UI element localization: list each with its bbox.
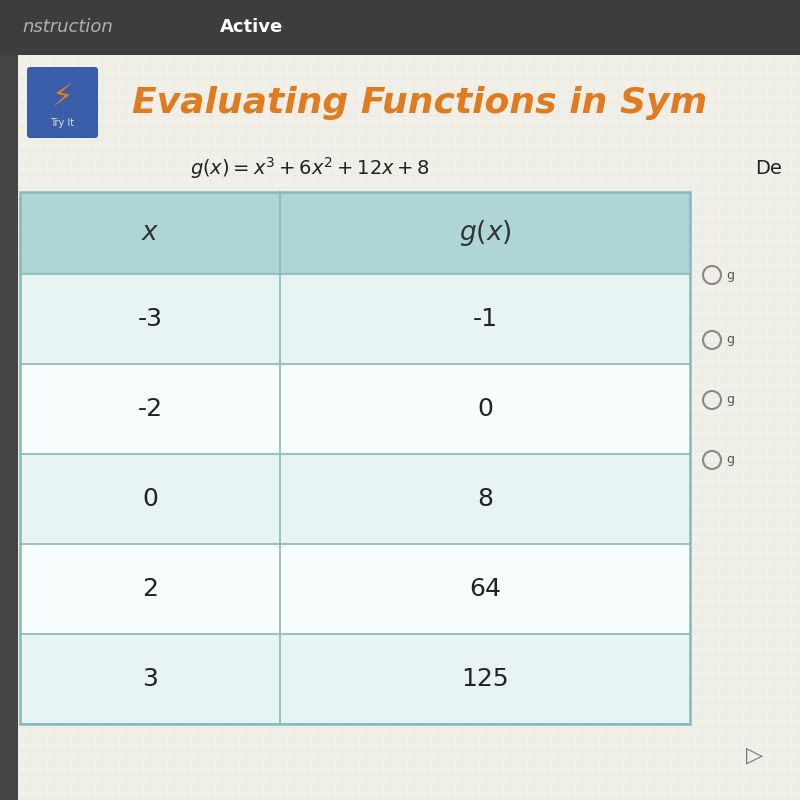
Text: Try It: Try It — [50, 118, 74, 128]
Text: g: g — [726, 334, 734, 346]
Text: 125: 125 — [461, 667, 509, 691]
Text: -3: -3 — [138, 307, 162, 331]
Bar — [20, 274, 690, 364]
Bar — [20, 364, 690, 454]
Bar — [20, 454, 690, 544]
Text: ▷: ▷ — [746, 745, 763, 765]
Text: $g(x) = x^3 + 6x^2 + 12x + 8$: $g(x) = x^3 + 6x^2 + 12x + 8$ — [190, 155, 430, 181]
Text: Evaluating Functions in Sym: Evaluating Functions in Sym — [133, 86, 707, 120]
Bar — [20, 634, 690, 724]
Text: Active: Active — [220, 18, 283, 37]
Text: nstruction: nstruction — [22, 18, 113, 37]
Bar — [0, 0, 18, 800]
Text: De: De — [755, 158, 782, 178]
Text: $\mathit{x}$: $\mathit{x}$ — [141, 220, 159, 246]
Text: 0: 0 — [477, 397, 493, 421]
Bar — [0, 0, 800, 55]
Text: 0: 0 — [142, 487, 158, 511]
Text: 64: 64 — [469, 577, 501, 601]
Text: $\mathit{g(x)}$: $\mathit{g(x)}$ — [458, 218, 511, 248]
Text: g: g — [726, 269, 734, 282]
Bar — [20, 192, 690, 724]
Text: 8: 8 — [477, 487, 493, 511]
Text: g: g — [726, 454, 734, 466]
Text: 2: 2 — [142, 577, 158, 601]
Text: 3: 3 — [142, 667, 158, 691]
Text: ⚡: ⚡ — [52, 82, 73, 112]
FancyBboxPatch shape — [27, 67, 98, 138]
Text: g: g — [726, 394, 734, 406]
Text: -2: -2 — [138, 397, 162, 421]
Bar — [20, 192, 690, 274]
Text: -1: -1 — [473, 307, 498, 331]
Bar — [20, 544, 690, 634]
